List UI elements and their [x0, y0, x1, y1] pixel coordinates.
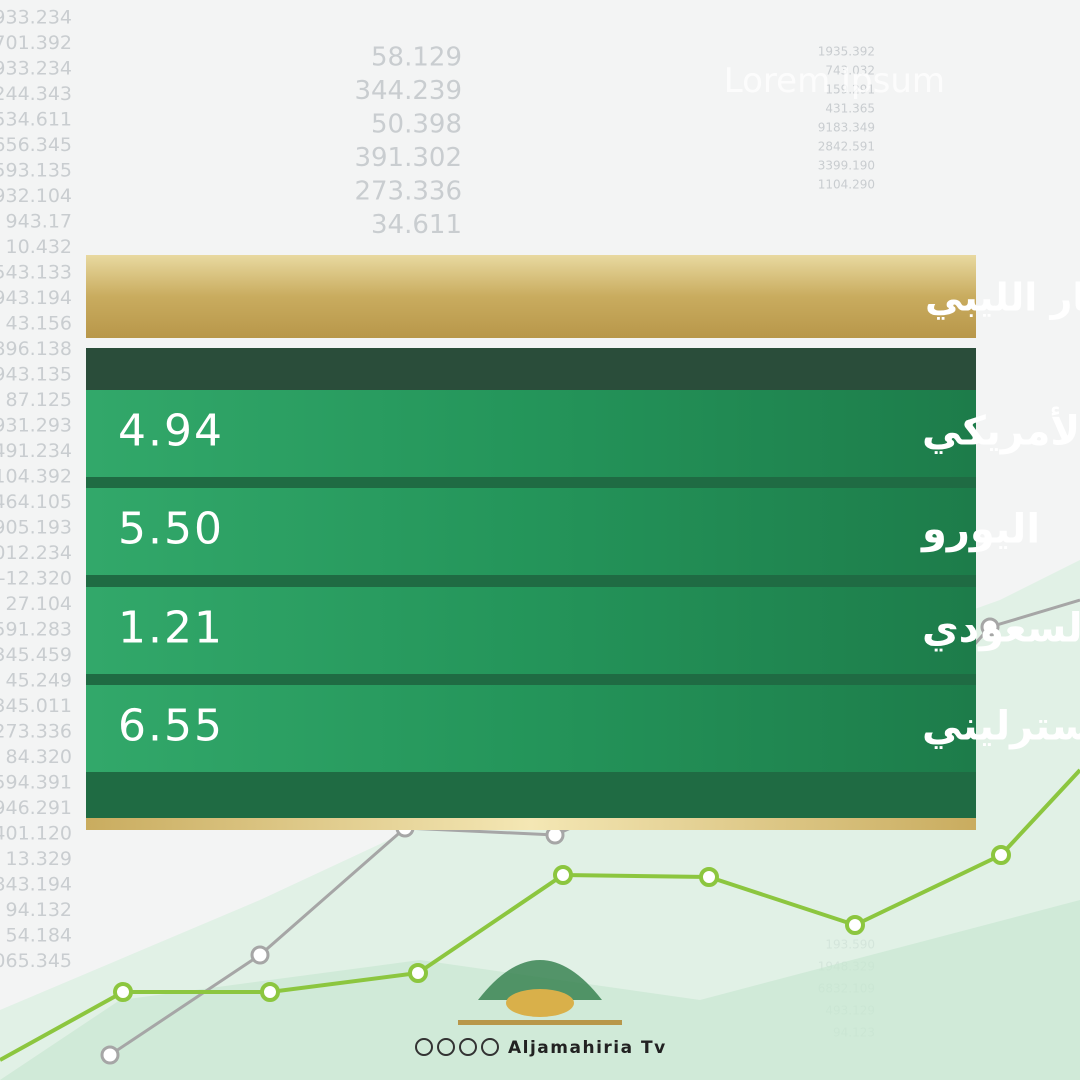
background-number: 593.135 [0, 160, 72, 182]
background-number: 43.156 [6, 313, 72, 335]
background-number: 1935.392 [818, 45, 875, 59]
background-number: 946.291 [0, 797, 72, 819]
background-number: 931.293 [0, 415, 72, 437]
background-number: 464.105 [0, 491, 72, 513]
brand: Aljamahiria Tv [508, 1038, 667, 1058]
background-number: 933.234 [0, 7, 72, 29]
background-number: 244.343 [0, 83, 72, 105]
background-number: 743.032 [825, 64, 875, 78]
currency-name: الدولار الأمريكي [922, 406, 1080, 455]
background-number: 012.234 [0, 542, 72, 564]
title-bar [86, 255, 976, 338]
title: أسعار العملات مقابل الدينار الليبي [925, 273, 1080, 320]
background-number: 594.391 [0, 772, 72, 794]
background-number: 391.302 [354, 143, 462, 173]
decor-points [113, 845, 1011, 1002]
background-number: 401.120 [0, 823, 72, 845]
background-numbers: 933.234 701.392 933.234 244.343 534.611 656.3… [0, 7, 875, 1040]
background-number: 591.283 [0, 619, 72, 641]
background-number: 45.249 [6, 670, 72, 692]
background-number: 273.336 [0, 721, 72, 743]
background-number: 345.011 [0, 695, 72, 717]
background-number: 065.345 [0, 950, 72, 972]
currency-name: جنيه استرليني [922, 704, 1080, 750]
background-number: 9183.349 [818, 121, 875, 135]
social-icons [415, 1038, 499, 1056]
background-number: 34.611 [371, 210, 462, 240]
background-number: 345.459 [0, 644, 72, 666]
background-number: 3399.190 [818, 159, 875, 173]
background-number: 2842.591 [818, 140, 875, 154]
background-number: 104.392 [0, 466, 72, 488]
background-number: 1104.290 [818, 178, 875, 192]
currency-name: اليورو [920, 507, 1040, 553]
panel-top [86, 348, 976, 390]
currency-rate: 4.94 [118, 406, 224, 457]
background-number: 933.234 [0, 58, 72, 80]
background-number: 344.239 [354, 76, 462, 106]
watermark: Lorem Ipsum [724, 61, 945, 101]
background-number: 94.132 [6, 899, 72, 921]
background-number: 159.291 [825, 83, 875, 97]
currency-rate: 1.21 [118, 603, 224, 654]
row [86, 587, 976, 674]
logo [458, 960, 622, 1025]
background-number: 843.194 [0, 874, 72, 896]
currency-rate: 6.55 [118, 701, 224, 752]
background-number: 58.129 [371, 43, 462, 73]
background-number: 534.611 [0, 109, 72, 131]
background-number: 273.336 [354, 177, 462, 207]
panel-bottom [86, 818, 976, 830]
currency-name: الريال السعودي [922, 606, 1080, 652]
background-number: 905.193 [0, 517, 72, 539]
background-number: 431.365 [825, 102, 875, 116]
background-number: 491.234 [0, 440, 72, 462]
background-number: 943.194 [0, 287, 72, 309]
table: الدولار الأمريكي 4.94 اليورو 5.50 الريال الس… [86, 390, 1080, 772]
background-number: 54.184 [6, 925, 72, 947]
background-number: 84.320 [6, 746, 72, 768]
row [86, 488, 976, 575]
background-number: -12.320 [0, 568, 72, 590]
background-number: 701.392 [0, 32, 72, 54]
background-number: 87.125 [6, 389, 72, 411]
background-number: 10.432 [6, 236, 72, 258]
currency-rate: 5.50 [118, 504, 224, 555]
background-number: 932.104 [0, 185, 72, 207]
background-number: 13.329 [6, 848, 72, 870]
background-number: 656.345 [0, 134, 72, 156]
background-number: 543.133 [0, 262, 72, 284]
background-number: 50.398 [371, 110, 462, 140]
background-number: 27.104 [6, 593, 72, 615]
row [86, 685, 976, 772]
background-number: 943.17 [6, 211, 72, 233]
background-number: 896.138 [0, 338, 72, 360]
row [86, 390, 976, 477]
background-number: 943.135 [0, 364, 72, 386]
